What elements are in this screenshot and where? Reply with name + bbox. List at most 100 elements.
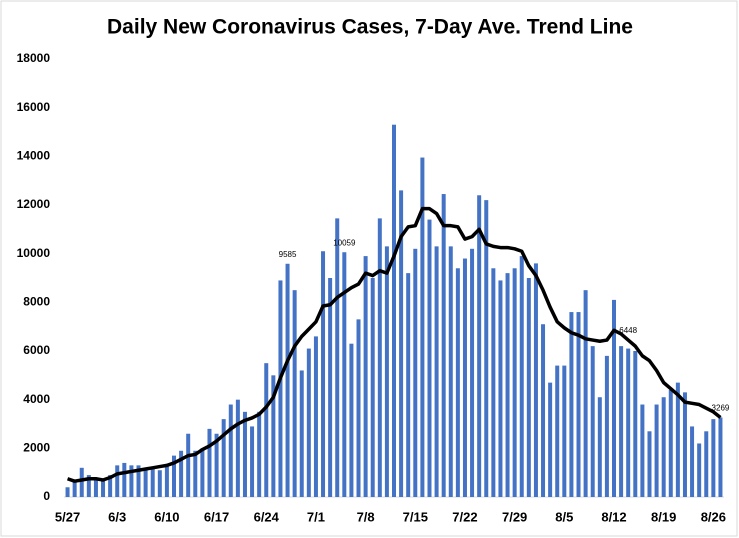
bar bbox=[306, 348, 311, 497]
trend-line bbox=[66, 206, 722, 483]
bar bbox=[93, 477, 98, 497]
chart-title: Daily New Coronavirus Cases, 7-Day Ave. … bbox=[107, 16, 633, 39]
bar bbox=[491, 268, 496, 497]
bar bbox=[718, 417, 723, 497]
bar bbox=[214, 433, 219, 497]
bar bbox=[675, 382, 680, 497]
bar bbox=[129, 465, 134, 497]
bar bbox=[597, 397, 602, 497]
bar bbox=[250, 426, 255, 497]
bar bbox=[122, 462, 127, 497]
bar bbox=[242, 411, 247, 497]
bar bbox=[697, 443, 702, 497]
bar bbox=[285, 263, 290, 497]
bar bbox=[108, 475, 113, 497]
y-tick-label: 8000 bbox=[23, 295, 50, 309]
bar bbox=[604, 355, 609, 497]
bar bbox=[328, 278, 333, 497]
bar bbox=[562, 365, 567, 497]
x-tick-label: 7/22 bbox=[452, 509, 477, 524]
bar bbox=[200, 448, 205, 497]
bar bbox=[363, 256, 368, 497]
bar bbox=[65, 487, 70, 497]
y-tick-label: 2000 bbox=[23, 441, 50, 455]
bar bbox=[413, 248, 418, 497]
bar bbox=[271, 375, 276, 497]
bar bbox=[157, 470, 162, 497]
bar bbox=[221, 419, 226, 497]
bar bbox=[661, 397, 666, 497]
bar bbox=[647, 431, 652, 497]
bar bbox=[349, 343, 354, 497]
data-label: 3269 bbox=[712, 404, 730, 413]
bar bbox=[420, 157, 425, 498]
y-tick-label: 18000 bbox=[17, 51, 51, 65]
x-tick-label: 7/1 bbox=[307, 509, 325, 524]
bar bbox=[264, 363, 269, 497]
bar bbox=[519, 256, 524, 497]
x-tick-label: 6/3 bbox=[108, 509, 126, 524]
bar bbox=[257, 411, 262, 497]
bar bbox=[626, 348, 631, 497]
x-tick-label: 8/5 bbox=[555, 509, 573, 524]
x-tick-label: 8/19 bbox=[651, 509, 676, 524]
bar bbox=[179, 450, 184, 497]
y-tick-label: 4000 bbox=[23, 392, 50, 406]
data-label: 10059 bbox=[333, 238, 356, 247]
bar bbox=[448, 246, 453, 497]
bar bbox=[470, 248, 475, 497]
bar bbox=[150, 467, 155, 497]
bar bbox=[512, 268, 517, 497]
bar bbox=[313, 336, 318, 497]
bar bbox=[207, 428, 212, 497]
y-tick-label: 0 bbox=[43, 489, 50, 503]
bar bbox=[477, 195, 482, 497]
bar bbox=[690, 426, 695, 497]
x-tick-label: 7/8 bbox=[357, 509, 375, 524]
bar bbox=[278, 280, 283, 497]
x-tick-label: 7/29 bbox=[502, 509, 527, 524]
bar bbox=[384, 246, 389, 497]
bar bbox=[441, 194, 446, 498]
bar bbox=[235, 399, 240, 497]
bar bbox=[193, 450, 198, 497]
bar bbox=[590, 346, 595, 497]
bar bbox=[640, 404, 645, 497]
y-tick-label: 10000 bbox=[17, 246, 51, 260]
bar bbox=[86, 475, 91, 497]
bar bbox=[576, 312, 581, 497]
bar bbox=[186, 433, 191, 497]
bar bbox=[548, 382, 553, 497]
y-tick-label: 6000 bbox=[23, 343, 50, 357]
x-tick-label: 8/12 bbox=[601, 509, 626, 524]
bar bbox=[342, 252, 347, 497]
bar bbox=[711, 419, 716, 497]
bar bbox=[321, 251, 326, 497]
bar bbox=[72, 479, 77, 497]
bar bbox=[484, 200, 489, 497]
x-tick-label: 6/17 bbox=[204, 509, 229, 524]
y-tick-label: 14000 bbox=[17, 149, 51, 163]
x-tick-label: 5/27 bbox=[55, 509, 80, 524]
bar bbox=[228, 404, 233, 497]
bar bbox=[704, 431, 709, 497]
bar bbox=[427, 219, 432, 497]
bar bbox=[569, 312, 574, 497]
bar bbox=[115, 465, 120, 497]
bar bbox=[612, 299, 616, 497]
bar bbox=[356, 319, 361, 497]
bar bbox=[299, 370, 304, 497]
bar bbox=[101, 479, 106, 497]
bar bbox=[619, 346, 624, 497]
bar bbox=[455, 268, 460, 497]
y-tick-label: 16000 bbox=[17, 100, 51, 114]
bar bbox=[164, 465, 169, 497]
bar bbox=[79, 467, 84, 497]
bar bbox=[541, 324, 546, 497]
bar bbox=[292, 290, 297, 497]
x-tick-label: 6/10 bbox=[154, 509, 179, 524]
bar bbox=[682, 392, 687, 497]
data-label: 6448 bbox=[619, 326, 637, 335]
